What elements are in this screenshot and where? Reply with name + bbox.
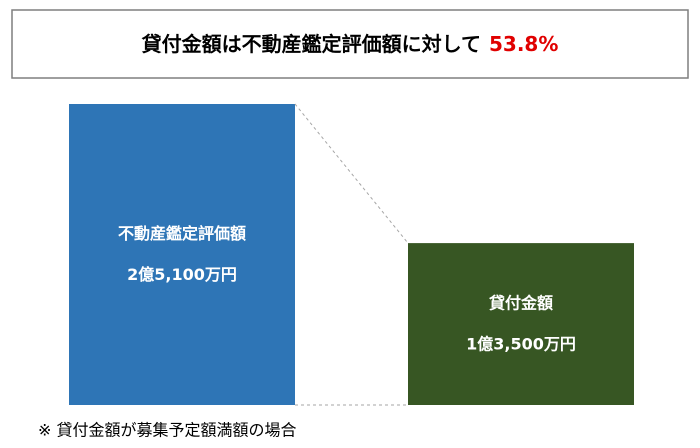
- bar: [408, 243, 634, 405]
- title-highlight: 53.8%: [489, 32, 558, 56]
- value-label: 2億5,100万円: [127, 265, 237, 284]
- category-label: 貸付金額: [488, 294, 553, 313]
- value-label: 1億3,500万円: [466, 335, 576, 354]
- bar: [69, 104, 295, 405]
- connector: [294, 103, 409, 244]
- category-label: 不動産鑑定評価額: [118, 224, 246, 243]
- footnote: ※ 貸付金額が募集予定額満額の場合: [38, 421, 297, 440]
- title-box: [11, 9, 689, 79]
- chart-title: 貸付金額は不動産鑑定評価額に対して 53.8%: [141, 32, 559, 56]
- title-text: 貸付金額は不動産鑑定評価額に対して: [141, 32, 481, 56]
